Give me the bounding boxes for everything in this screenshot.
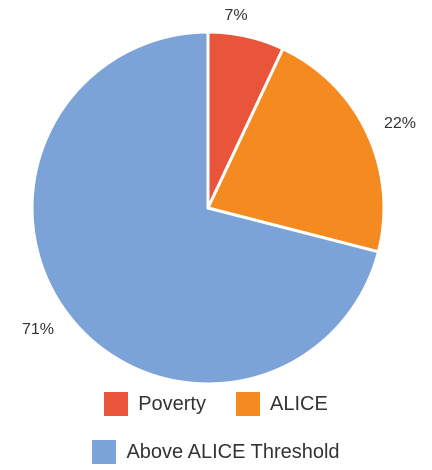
legend-label-alice: ALICE — [270, 392, 328, 415]
legend-label-poverty: Poverty — [138, 392, 206, 415]
legend-item-poverty: Poverty — [104, 392, 206, 416]
legend-swatch-alice — [236, 392, 260, 416]
data-label-above-alice-threshold: 71% — [22, 321, 54, 338]
legend-item-above-alice: Above ALICE Threshold — [92, 440, 340, 464]
legend-swatch-above-alice — [92, 440, 117, 464]
pie-svg: 7% 22% 71% — [22, 7, 416, 385]
pie-slice-alice — [205, 46, 386, 254]
pie-slice-above-alice-threshold — [30, 30, 381, 385]
legend-row-1: Poverty ALICE — [0, 392, 432, 416]
data-label-poverty: 7% — [224, 7, 247, 24]
data-label-alice: 22% — [384, 115, 416, 132]
legend-row-2: Above ALICE Threshold — [0, 440, 432, 464]
legend-item-alice: ALICE — [236, 392, 328, 416]
legend-label-above-alice: Above ALICE Threshold — [126, 440, 340, 463]
legend-swatch-poverty — [104, 392, 129, 416]
